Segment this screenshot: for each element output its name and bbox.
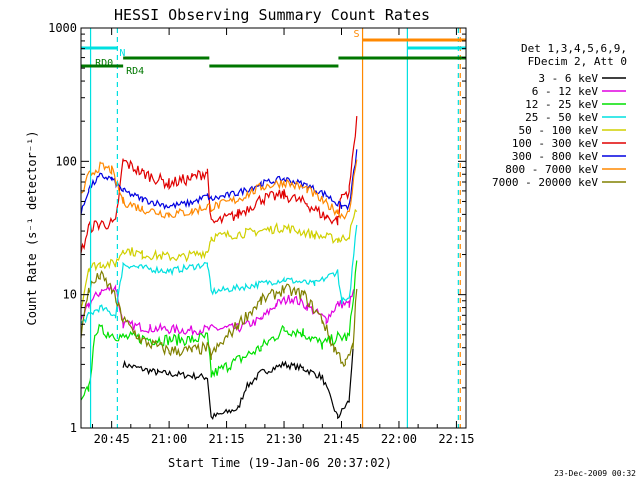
x-tick-label: 22:15 xyxy=(438,432,474,446)
series-line-800-7000-kev xyxy=(80,159,358,220)
legend-label-6-12-kev: 6 - 12 keV xyxy=(532,85,599,98)
series-line-3-6-kev xyxy=(122,348,354,421)
x-tick-label: 21:15 xyxy=(209,432,245,446)
x-axis-label: Start Time (19-Jan-06 20:37:02) xyxy=(168,456,392,470)
state-bar-label-rd0: RD0 xyxy=(95,58,113,69)
state-bar-label-rd4: RD4 xyxy=(126,66,144,77)
y-tick-label: 1000 xyxy=(48,21,77,35)
legend-label-3-6-kev: 3 - 6 keV xyxy=(538,72,598,85)
series-line-25-50-kev xyxy=(80,224,358,324)
legend-label-12-25-kev: 12 - 25 keV xyxy=(525,98,598,111)
x-tick-label: 21:30 xyxy=(266,432,302,446)
state-bar-label-n: N xyxy=(119,48,125,59)
y-tick-label: 1 xyxy=(70,421,77,435)
y-axis: 1 10 100 1000 xyxy=(48,21,466,435)
legend-header-line: FDecim 2, Att 0 xyxy=(528,55,627,68)
plot-area: N S RD0 RD4 xyxy=(80,28,466,428)
state-bar-label-s: S xyxy=(354,29,360,40)
y-tick-label: 100 xyxy=(55,154,77,168)
x-tick-label: 20:45 xyxy=(94,432,130,446)
legend-label-300-800-kev: 300 - 800 keV xyxy=(512,150,598,163)
legend-label-100-300-kev: 100 - 300 keV xyxy=(512,137,598,150)
x-tick-label: 21:45 xyxy=(323,432,359,446)
legend-label-25-50-kev: 25 - 50 keV xyxy=(525,111,598,124)
x-tick-label: 22:00 xyxy=(381,432,417,446)
legend-header-line: Det 1,3,4,5,6,9, xyxy=(521,42,627,55)
footer-date: 23-Dec-2009 00:32 xyxy=(554,469,636,478)
x-axis: 20:45 21:00 21:15 21:30 21:45 22:00 22:15 xyxy=(91,28,474,446)
series-line-100-300-kev xyxy=(80,116,358,254)
plot-frame xyxy=(80,27,467,429)
series-line-50-100-kev xyxy=(80,208,358,309)
series-line-300-800-kev xyxy=(80,149,358,215)
series-line-7000-20000-kev xyxy=(80,269,358,368)
legend-label-7000-20000-kev: 7000 - 20000 keV xyxy=(492,176,598,189)
series-line-12-25-kev xyxy=(80,260,358,401)
legend-label-800-7000-kev: 800 - 7000 keV xyxy=(505,163,598,176)
legend-label-50-100-kev: 50 - 100 keV xyxy=(519,124,599,137)
y-axis-label: Count Rate (s⁻¹ detector⁻¹) xyxy=(25,130,39,325)
x-tick-label: 21:00 xyxy=(151,432,187,446)
legend: Det 1,3,4,5,6,9,FDecim 2, Att 0 3 - 6 keV… xyxy=(492,42,627,189)
y-tick-label: 10 xyxy=(63,288,77,302)
chart-title: HESSI Observing Summary Count Rates xyxy=(114,6,430,24)
series-line-6-12-kev xyxy=(80,283,355,337)
